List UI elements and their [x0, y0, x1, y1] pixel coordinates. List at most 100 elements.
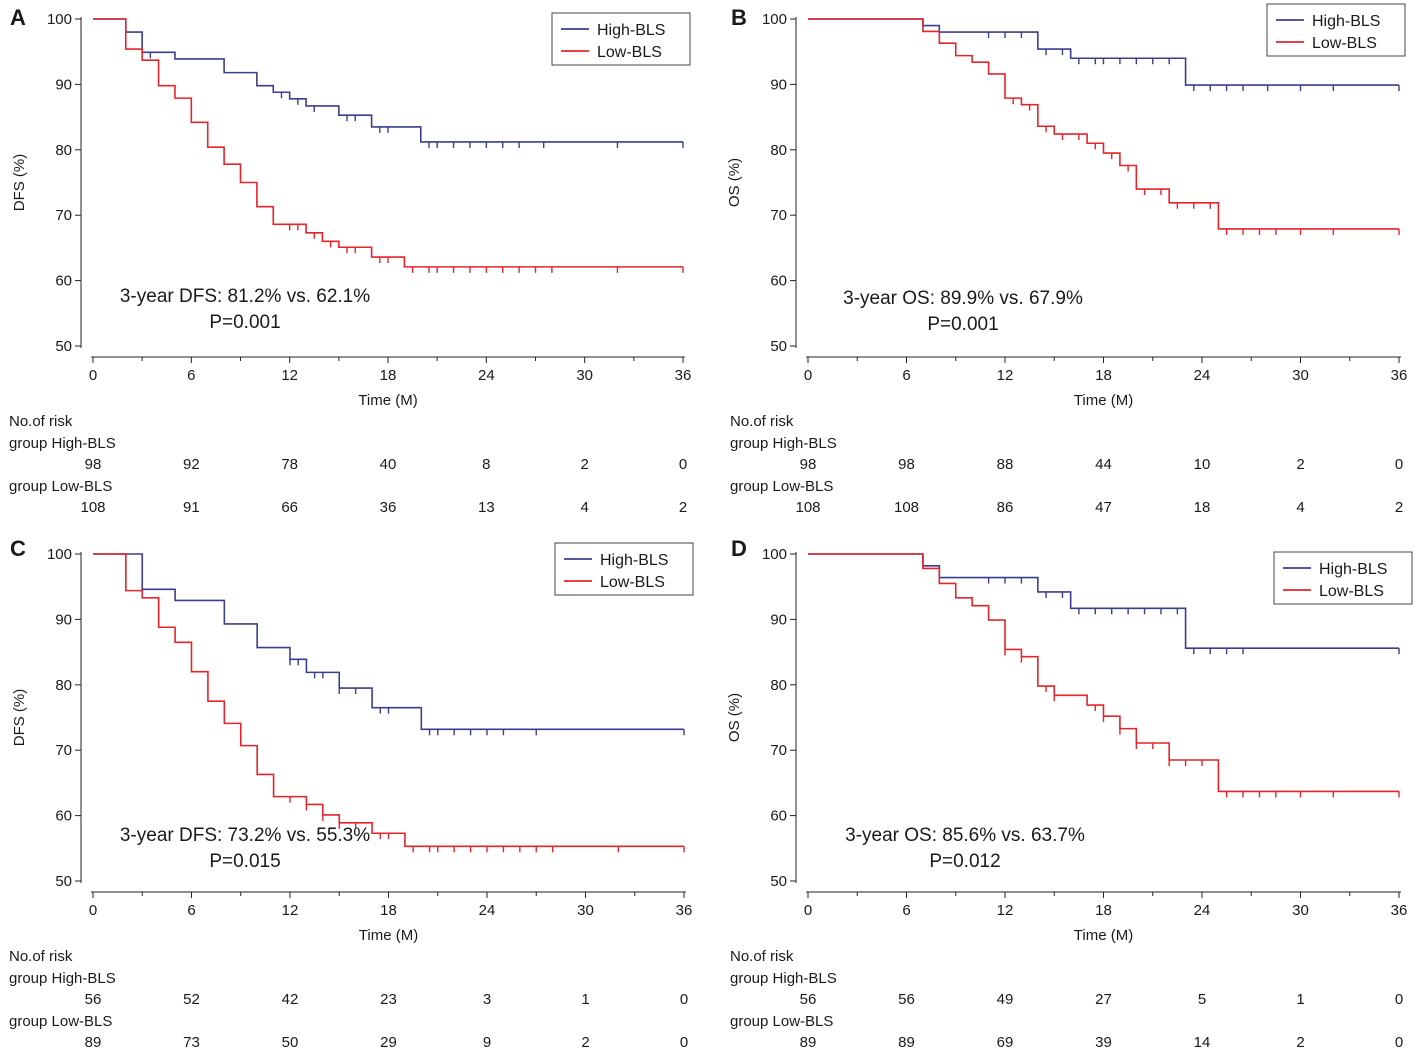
legend: High-BLS Low-BLS — [1266, 3, 1406, 57]
p-value: P=0.001 — [209, 312, 280, 333]
risk-count: 3 — [483, 991, 491, 1008]
legend-box — [551, 12, 691, 66]
risk-count: 88 — [997, 456, 1014, 473]
y-tick-label: 90 — [55, 76, 72, 93]
risk-count: 98 — [85, 456, 102, 473]
risk-group-label: group High-BLS — [730, 970, 837, 987]
legend-entry: Low-BLS — [1312, 35, 1377, 52]
risk-group-label: group Low-BLS — [730, 1013, 833, 1030]
y-tick-label: 100 — [762, 546, 787, 563]
panel-label: D — [731, 536, 747, 561]
y-tick-label: 80 — [770, 142, 787, 159]
p-value: P=0.015 — [209, 851, 280, 872]
risk-table: No.of risk group High-BLS 98 98 88 44 10 2 0 grou… — [730, 413, 1403, 516]
legend-entry: Low-BLS — [1319, 583, 1384, 600]
risk-count: 50 — [282, 1034, 299, 1051]
x-tick-label: 18 — [1095, 902, 1112, 919]
risk-count: 98 — [800, 456, 817, 473]
x-tick-label: 36 — [1391, 902, 1408, 919]
x-tick-label: 30 — [1292, 367, 1309, 384]
x-tick-label: 0 — [89, 902, 97, 919]
x-tick-label: 30 — [1292, 902, 1309, 919]
risk-count: 2 — [580, 456, 588, 473]
x-tick-label: 30 — [576, 367, 593, 384]
risk-count: 49 — [997, 991, 1014, 1008]
x-tick-label: 6 — [187, 902, 195, 919]
risk-table: No.of risk group High-BLS 56 52 42 23 3 1 0 group… — [9, 948, 688, 1051]
risk-count: 10 — [1194, 456, 1211, 473]
y-tick-label: 100 — [762, 11, 787, 28]
x-axis-title: Time (M) — [359, 927, 418, 944]
y-axis-title: OS (%) — [726, 693, 743, 742]
legend-entry: High-BLS — [597, 22, 665, 39]
risk-count: 89 — [85, 1034, 102, 1051]
x-tick-label: 18 — [380, 902, 397, 919]
risk-group-label: group Low-BLS — [730, 478, 833, 495]
y-tick-label: 70 — [55, 742, 72, 759]
risk-count: 13 — [478, 499, 495, 516]
y-tick-label: 80 — [55, 677, 72, 694]
survival-annotation: 3-year DFS: 81.2% vs. 62.1% — [120, 286, 370, 307]
legend-entry: Low-BLS — [600, 574, 665, 591]
survival-curve-low-bls — [93, 553, 684, 848]
risk-group-label: group Low-BLS — [9, 478, 112, 495]
risk-group-label: group Low-BLS — [9, 1013, 112, 1030]
y-tick-label: 80 — [55, 142, 72, 159]
y-tick-label: 90 — [770, 76, 787, 93]
risk-count: 69 — [997, 1034, 1014, 1051]
risk-count: 23 — [380, 991, 397, 1008]
risk-count: 27 — [1095, 991, 1112, 1008]
y-tick-label: 60 — [770, 273, 787, 290]
risk-count: 92 — [183, 456, 200, 473]
x-tick-label: 24 — [479, 902, 496, 919]
x-tick-label: 0 — [89, 367, 97, 384]
risk-count: 2 — [1296, 456, 1304, 473]
x-tick-label: 12 — [281, 367, 298, 384]
legend-entry: High-BLS — [600, 552, 668, 569]
risk-count: 4 — [580, 499, 588, 516]
legend-box — [1273, 551, 1413, 605]
legend: High-BLS Low-BLS — [551, 12, 691, 66]
risk-count: 1 — [581, 991, 589, 1008]
risk-table: No.of risk group High-BLS 98 92 78 40 8 2 0 group… — [9, 413, 687, 516]
survival-curve-high-bls — [93, 553, 684, 731]
x-tick-label: 18 — [380, 367, 397, 384]
x-tick-label: 36 — [1391, 367, 1408, 384]
risk-count: 18 — [1194, 499, 1211, 516]
x-axis-title: Time (M) — [1074, 392, 1133, 409]
risk-count: 73 — [183, 1034, 200, 1051]
risk-count: 98 — [898, 456, 915, 473]
risk-count: 9 — [483, 1034, 491, 1051]
y-tick-label: 70 — [55, 207, 72, 224]
risk-count: 89 — [800, 1034, 817, 1051]
panel-label: B — [731, 5, 747, 30]
survival-curve-low-bls — [808, 553, 1399, 793]
x-axis-title: Time (M) — [1074, 927, 1133, 944]
risk-count: 42 — [282, 991, 299, 1008]
y-tick-label: 80 — [770, 677, 787, 694]
risk-table-heading: No.of risk — [9, 948, 73, 965]
x-tick-label: 6 — [902, 902, 910, 919]
legend: High-BLS Low-BLS — [1273, 551, 1413, 605]
y-tick-label: 50 — [55, 338, 72, 355]
risk-count: 52 — [183, 991, 200, 1008]
x-tick-label: 12 — [997, 367, 1014, 384]
y-tick-label: 60 — [770, 808, 787, 825]
x-tick-label: 0 — [804, 902, 812, 919]
risk-group-label: group High-BLS — [9, 435, 116, 452]
risk-count: 8 — [482, 456, 490, 473]
risk-count: 108 — [80, 499, 105, 516]
x-tick-label: 12 — [997, 902, 1014, 919]
risk-count: 39 — [1095, 1034, 1112, 1051]
risk-count: 29 — [380, 1034, 397, 1051]
x-tick-label: 24 — [1194, 367, 1211, 384]
x-axis-title: Time (M) — [358, 392, 417, 409]
y-tick-label: 100 — [47, 11, 72, 28]
legend-entry: High-BLS — [1319, 561, 1387, 578]
x-tick-label: 6 — [902, 367, 910, 384]
x-tick-label: 24 — [478, 367, 495, 384]
legend-entry: Low-BLS — [597, 44, 662, 61]
